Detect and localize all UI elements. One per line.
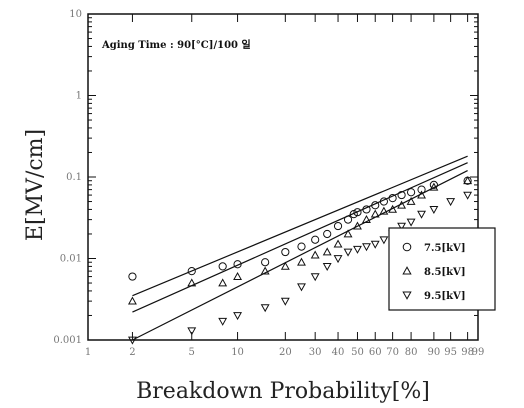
data-point-series-1 (429, 182, 439, 191)
y-tick-label: 0.001 (53, 335, 82, 346)
data-point-series-2 (417, 210, 427, 219)
x-tick-label: 10 (231, 347, 244, 358)
data-point-series-1 (260, 266, 270, 275)
data-point-series-0 (128, 272, 137, 281)
data-point-series-0 (297, 242, 306, 251)
x-tick-label: 5 (189, 347, 195, 358)
x-axis-title: Breakdown Probability[%] (136, 379, 430, 404)
x-tick-label: 99 (472, 347, 485, 358)
x-tick-label: 1 (85, 347, 91, 358)
x-tick-label: 98 (461, 347, 474, 358)
data-point-series-2 (379, 236, 389, 245)
data-point-series-1 (370, 209, 380, 218)
x-tick-label: 2 (129, 347, 135, 358)
y-axis-title: E[MV/cm] (23, 129, 48, 241)
data-point-series-1 (343, 229, 353, 238)
x-tick-label: 50 (351, 347, 364, 358)
data-point-series-1 (280, 261, 290, 270)
legend-items: 7.5[kV] 8.5[kV] 9.5[kV] (402, 242, 466, 302)
y-tick-label: 10 (69, 9, 82, 20)
data-point-series-2 (446, 198, 456, 207)
data-point-series-2 (127, 336, 137, 345)
data-point-series-2 (218, 317, 228, 326)
tick-labels-layer: 0.001 0.01 0.1 1 10 1 2 5 10 20 30 40 50 60 70 80 90 95 98… (53, 9, 484, 358)
data-point-series-2 (280, 297, 290, 306)
data-point-series-1 (388, 204, 398, 213)
chart-annotation: Aging Time : 90[°C]/100 일 (101, 38, 251, 51)
data-point-series-0 (343, 215, 353, 224)
legend-label-0: 7.5[kV] (424, 243, 466, 254)
data-point-series-1 (187, 278, 197, 287)
data-point-series-0 (311, 235, 320, 244)
legend-marker-1 (402, 266, 412, 275)
data-point-series-1 (353, 221, 362, 230)
x-tick-label: 60 (369, 347, 382, 358)
legend-label-1: 8.5[kV] (424, 267, 466, 278)
data-point-series-0 (371, 201, 380, 210)
data-point-series-1 (333, 239, 343, 248)
data-point-series-2 (322, 263, 332, 272)
data-point-series-0 (406, 188, 416, 197)
y-tick-label: 1 (76, 91, 82, 102)
data-point-series-1 (297, 257, 306, 266)
legend-label-2: 9.5[kV] (424, 291, 466, 302)
data-point-series-2 (397, 222, 407, 231)
data-point-series-1 (322, 247, 332, 256)
data-point-series-0 (429, 180, 438, 189)
data-point-series-0 (187, 267, 196, 276)
x-tick-label: 30 (309, 347, 322, 358)
data-point-series-0 (218, 262, 227, 271)
data-point-series-2 (463, 191, 473, 200)
y-tick-label: 0.1 (66, 172, 82, 183)
data-point-series-2 (429, 206, 439, 215)
data-point-series-0 (388, 194, 397, 203)
data-point-series-1 (233, 271, 243, 280)
data-point-series-2 (310, 273, 320, 282)
data-point-series-1 (397, 200, 407, 209)
y-tick-label: 0.01 (60, 254, 82, 265)
x-tick-label: 40 (332, 347, 345, 358)
data-point-series-2 (233, 312, 243, 321)
data-point-series-0 (417, 185, 426, 194)
data-point-series-1 (310, 250, 320, 259)
legend-marker-0 (402, 242, 412, 252)
data-point-series-0 (397, 190, 406, 200)
data-point-series-1 (362, 214, 371, 223)
data-point-series-2 (260, 304, 270, 313)
data-points-layer (127, 176, 473, 345)
data-point-series-2 (333, 255, 343, 264)
legend: 7.5[kV] 8.5[kV] 9.5[kV] (388, 227, 496, 311)
data-point-series-0 (353, 208, 362, 217)
data-point-series-1 (463, 176, 473, 185)
data-point-series-2 (343, 248, 353, 257)
data-point-series-0 (379, 197, 388, 206)
fit-line-series-1 (132, 162, 468, 313)
data-point-series-2 (187, 327, 197, 336)
x-tick-label: 80 (405, 347, 418, 358)
x-tick-label: 95 (444, 347, 457, 358)
data-point-series-0 (362, 205, 371, 214)
data-point-series-2 (353, 245, 362, 254)
data-point-series-2 (406, 218, 416, 227)
legend-box (388, 227, 496, 311)
data-point-series-0 (281, 247, 290, 257)
legend-marker-2 (402, 291, 412, 300)
data-point-series-2 (362, 243, 371, 252)
data-point-series-0 (333, 221, 343, 231)
data-point-series-1 (379, 206, 389, 215)
data-point-series-1 (406, 196, 416, 205)
data-point-series-2 (370, 240, 380, 249)
data-point-series-1 (127, 296, 137, 305)
x-tick-label: 20 (279, 347, 292, 358)
data-point-series-0 (233, 260, 242, 269)
data-point-series-2 (297, 283, 306, 292)
x-tick-label: 70 (386, 347, 399, 358)
data-point-series-0 (261, 258, 270, 267)
data-point-series-1 (218, 278, 228, 287)
data-point-series-0 (323, 229, 332, 239)
x-tick-label: 90 (428, 347, 441, 358)
data-point-series-1 (417, 190, 427, 199)
